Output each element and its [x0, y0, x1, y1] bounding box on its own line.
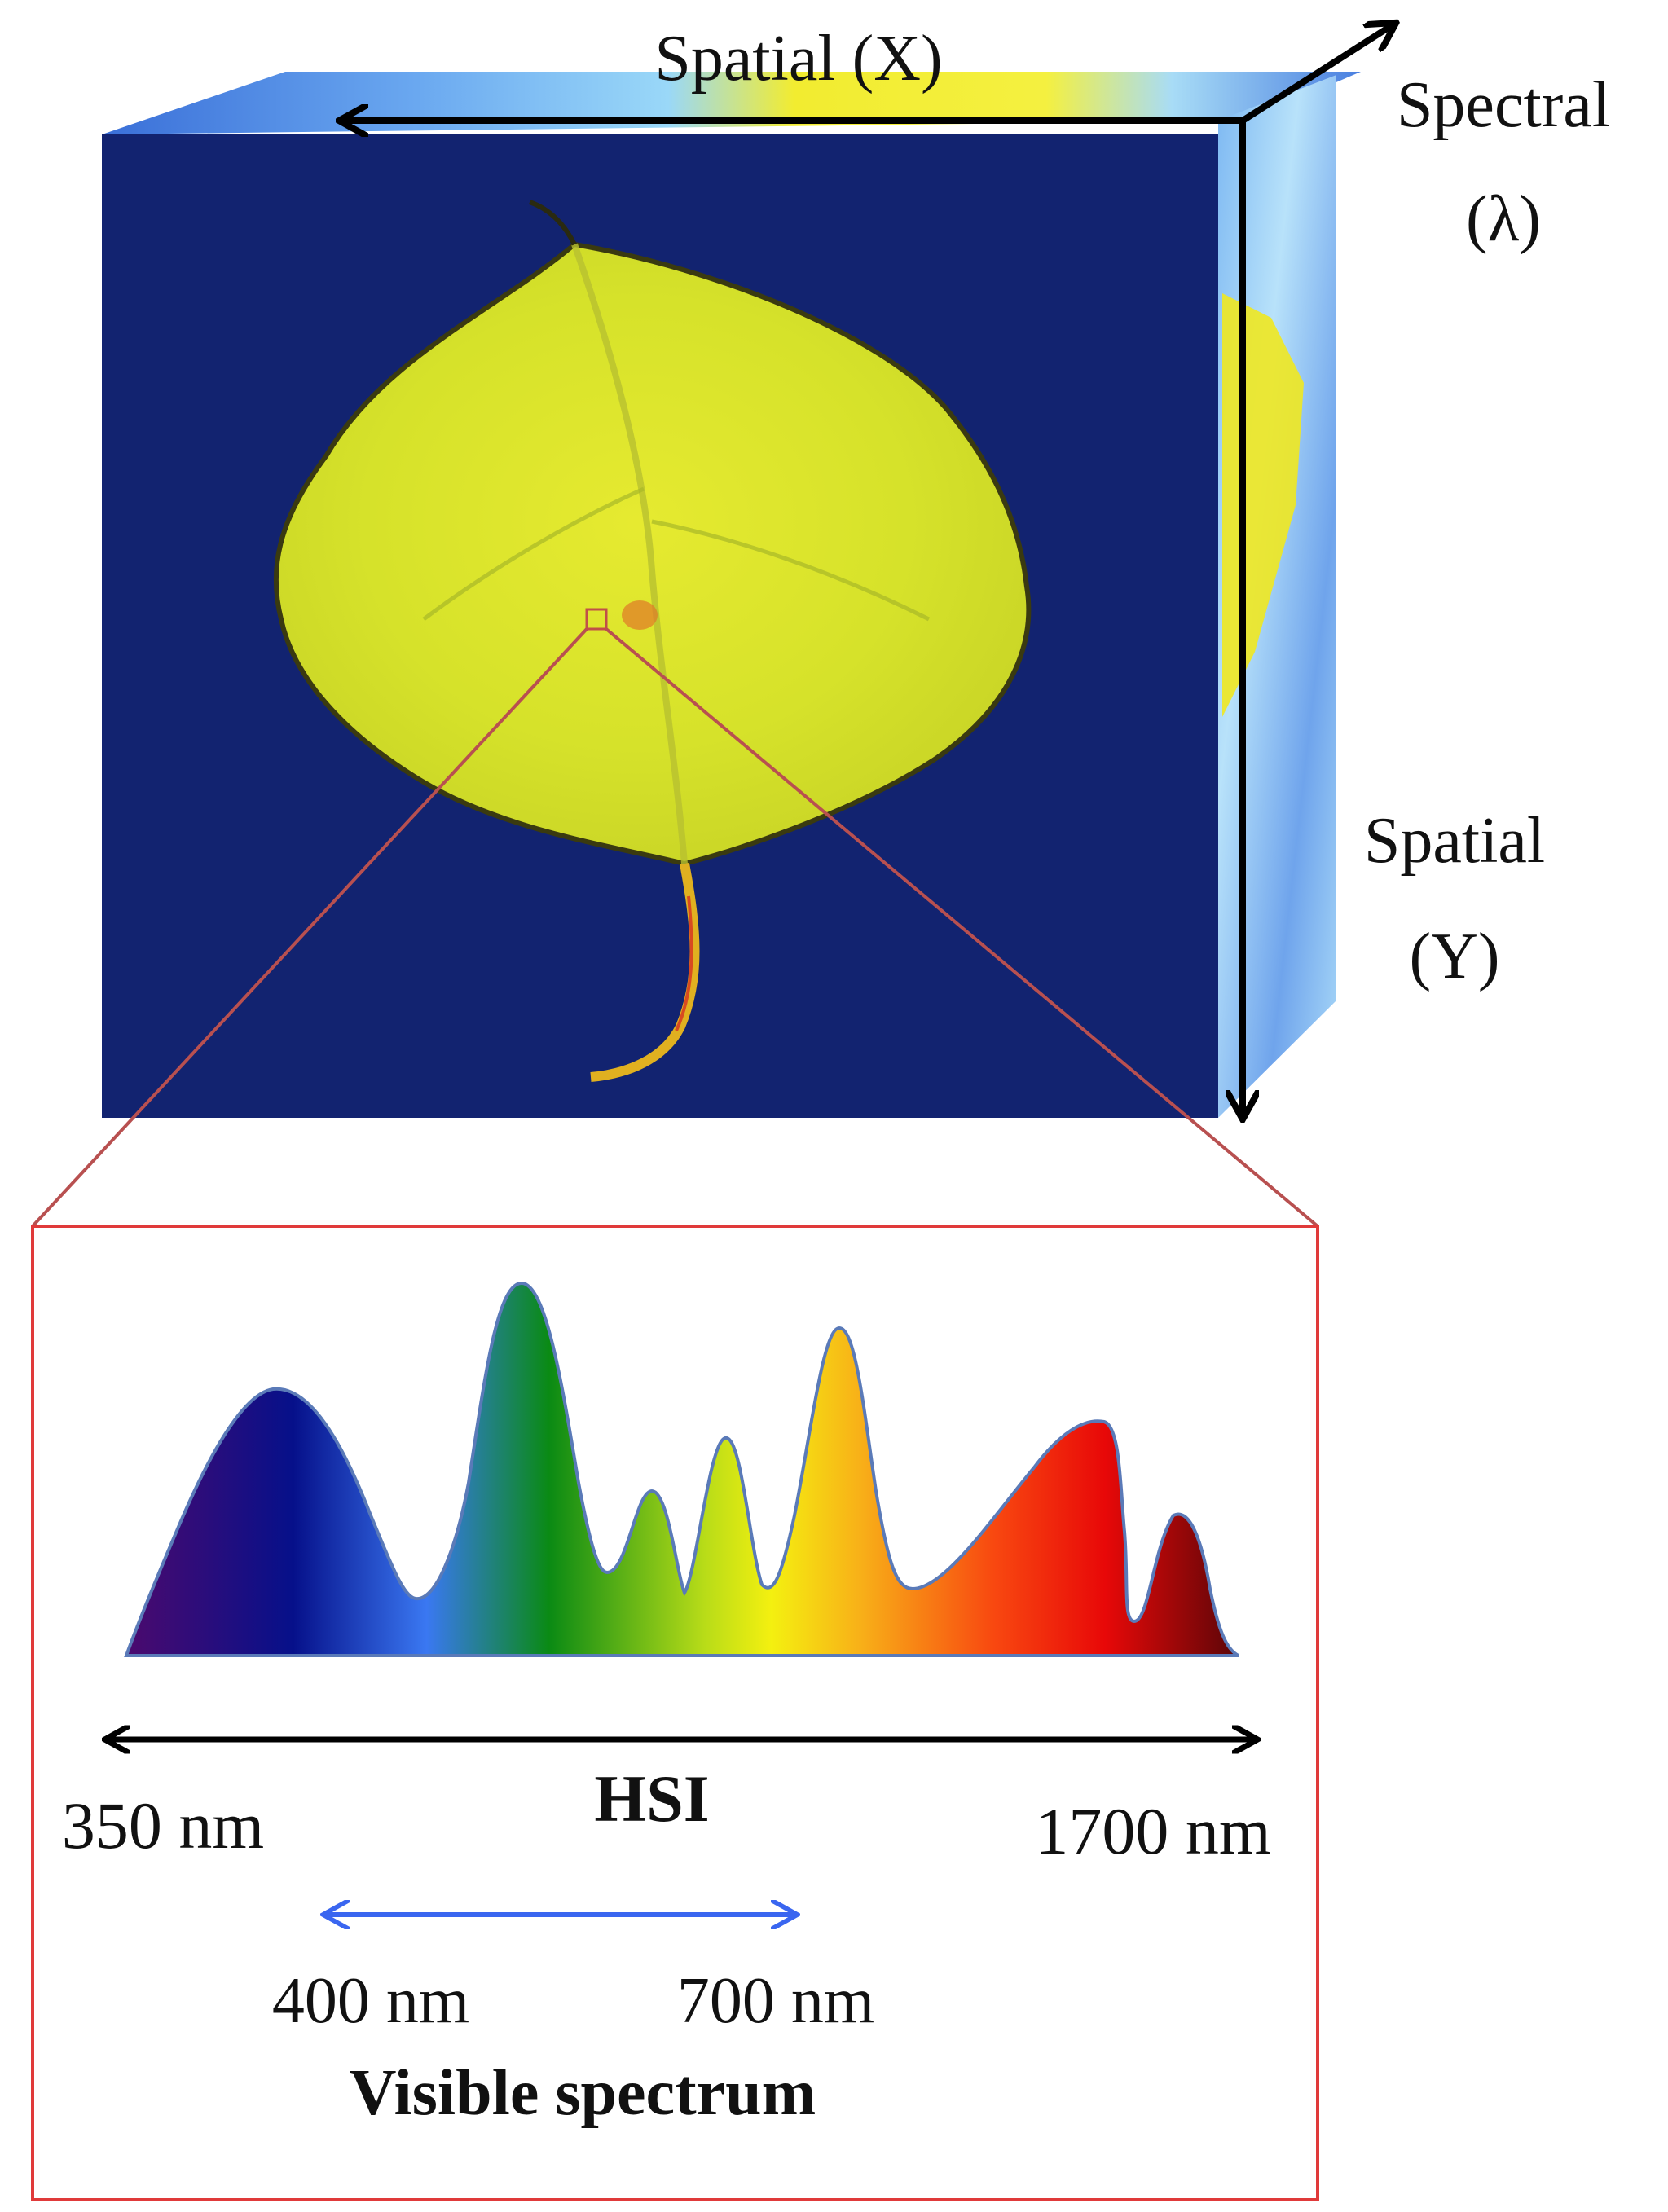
leaf-vein-right [651, 519, 931, 622]
leaf-vein-left [422, 486, 645, 622]
hsi-label: HSI [594, 1761, 709, 1836]
visible-start-label: 400 nm [272, 1965, 469, 2037]
leaf-stem [590, 862, 700, 1082]
zoom-line-left [31, 627, 588, 1228]
spectral-label-line2: (λ) [1466, 183, 1541, 255]
zoom-selection-box [585, 608, 608, 631]
spectrum-panel [31, 1225, 1319, 2201]
leaf-image [273, 200, 1032, 1082]
leaf-tip [528, 200, 577, 246]
spectral-signature-curve [124, 1281, 1239, 1657]
spectral-arrow [1240, 24, 1393, 124]
visible-end-label: 700 nm [677, 1965, 874, 2037]
zoom-line-right [605, 627, 1319, 1228]
spatial-y-label-line2: (Y) [1409, 921, 1499, 992]
spatial-y-label-line1: Spatial [1364, 805, 1545, 877]
spectral-label-line1: Spectral [1397, 69, 1610, 141]
hsi-end-label: 1700 nm [1035, 1794, 1270, 1868]
hsi-start-label: 350 nm [62, 1788, 264, 1862]
leaf-midrib [571, 243, 688, 864]
visible-spectrum-label: Visible spectrum [350, 2057, 816, 2129]
spatial-x-label: Spatial (X) [654, 23, 942, 95]
